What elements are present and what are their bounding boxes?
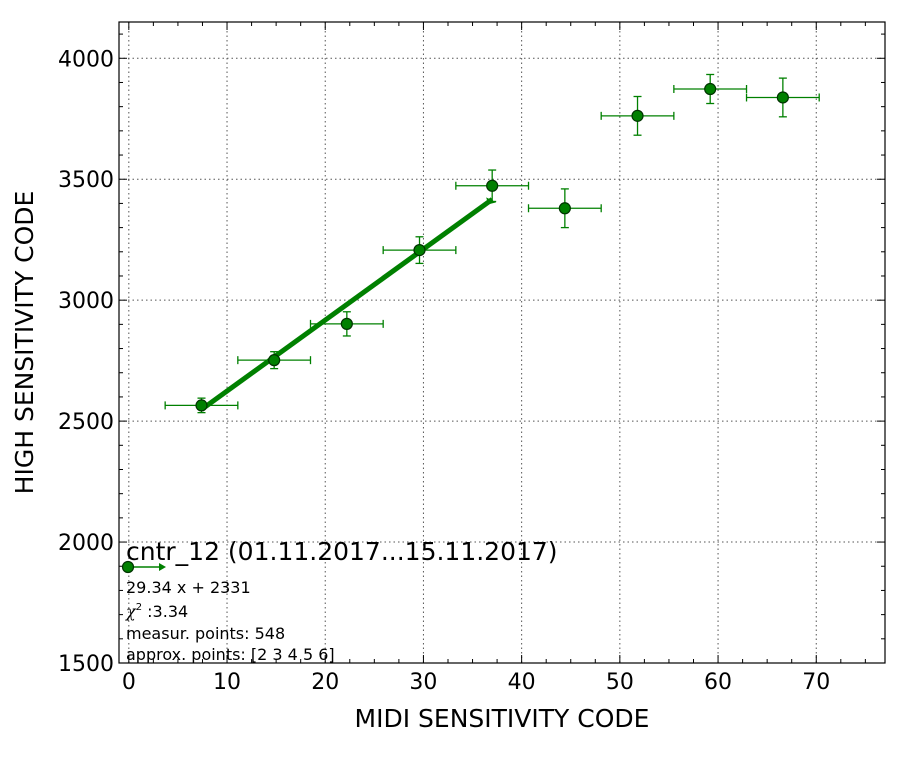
data-point (600, 95, 675, 136)
data-marker (486, 179, 499, 192)
plot-frame (118, 21, 886, 664)
fit-line-layer (200, 197, 497, 412)
data-point (527, 188, 602, 229)
x-tick-label: 30 (409, 670, 437, 695)
chi-superscript: 2 (136, 602, 142, 613)
y-tick-label: 3000 (58, 289, 114, 314)
data-marker (704, 82, 717, 96)
grid (119, 22, 885, 664)
x-tick-label: 60 (704, 670, 732, 695)
data-point (309, 311, 384, 337)
y-tick-label: 4000 (58, 47, 114, 72)
x-tick-label: 10 (213, 670, 241, 695)
data-point (237, 351, 312, 370)
data-point (455, 169, 530, 203)
annotation-formula: 29.34 x + 2331 (126, 578, 251, 597)
annotation-title: cntr_12 (01.11.2017...15.11.2017) (126, 537, 558, 566)
y-tick-labels: 1500 2000 2500 3000 3500 4000 (58, 47, 114, 677)
data-point (673, 73, 748, 105)
x-tick-labels: 0 10 20 30 40 50 60 70 (122, 670, 830, 695)
data-marker (558, 202, 571, 215)
x-tick-label: 70 (802, 670, 830, 695)
fit-line (200, 197, 494, 412)
data-point (745, 77, 820, 118)
fit-annotation: cntr_12 (01.11.2017...15.11.2017) 29.34 … (121, 537, 558, 664)
legend-point (121, 560, 135, 574)
data-points (164, 73, 820, 414)
x-tick-label: 20 (311, 670, 339, 695)
data-marker (631, 109, 644, 122)
chi-symbol: χ (125, 602, 137, 621)
annotation-chi-square: χ2 :3.34 (125, 602, 188, 621)
data-marker (268, 354, 281, 367)
x-tick-label: 40 (508, 670, 536, 695)
x-tick-label: 0 (122, 670, 136, 695)
annotation-approx-points: approx. points: [2 3 4 5 6] (126, 645, 335, 664)
data-point (382, 236, 457, 265)
y-axis-title: HIGH SENSITIVITY CODE (10, 191, 39, 495)
annotation-measur-points: measur. points: 548 (126, 624, 285, 643)
data-marker (776, 91, 789, 104)
chi-value: :3.34 (142, 602, 188, 621)
data-marker (195, 399, 208, 412)
y-tick-label: 2000 (58, 531, 114, 556)
data-point (164, 397, 239, 414)
data-marker (340, 317, 353, 330)
y-tick-label: 2500 (58, 410, 114, 435)
x-axis-title: MIDI SENSITIVITY CODE (355, 704, 650, 733)
legend-marker (121, 560, 166, 574)
data-marker (413, 243, 426, 257)
y-tick-label: 3500 (58, 168, 114, 193)
axis-ticks (119, 22, 885, 664)
y-tick-label: 1500 (58, 652, 114, 677)
x-tick-label: 50 (606, 670, 634, 695)
legend-arrowhead (159, 563, 166, 571)
